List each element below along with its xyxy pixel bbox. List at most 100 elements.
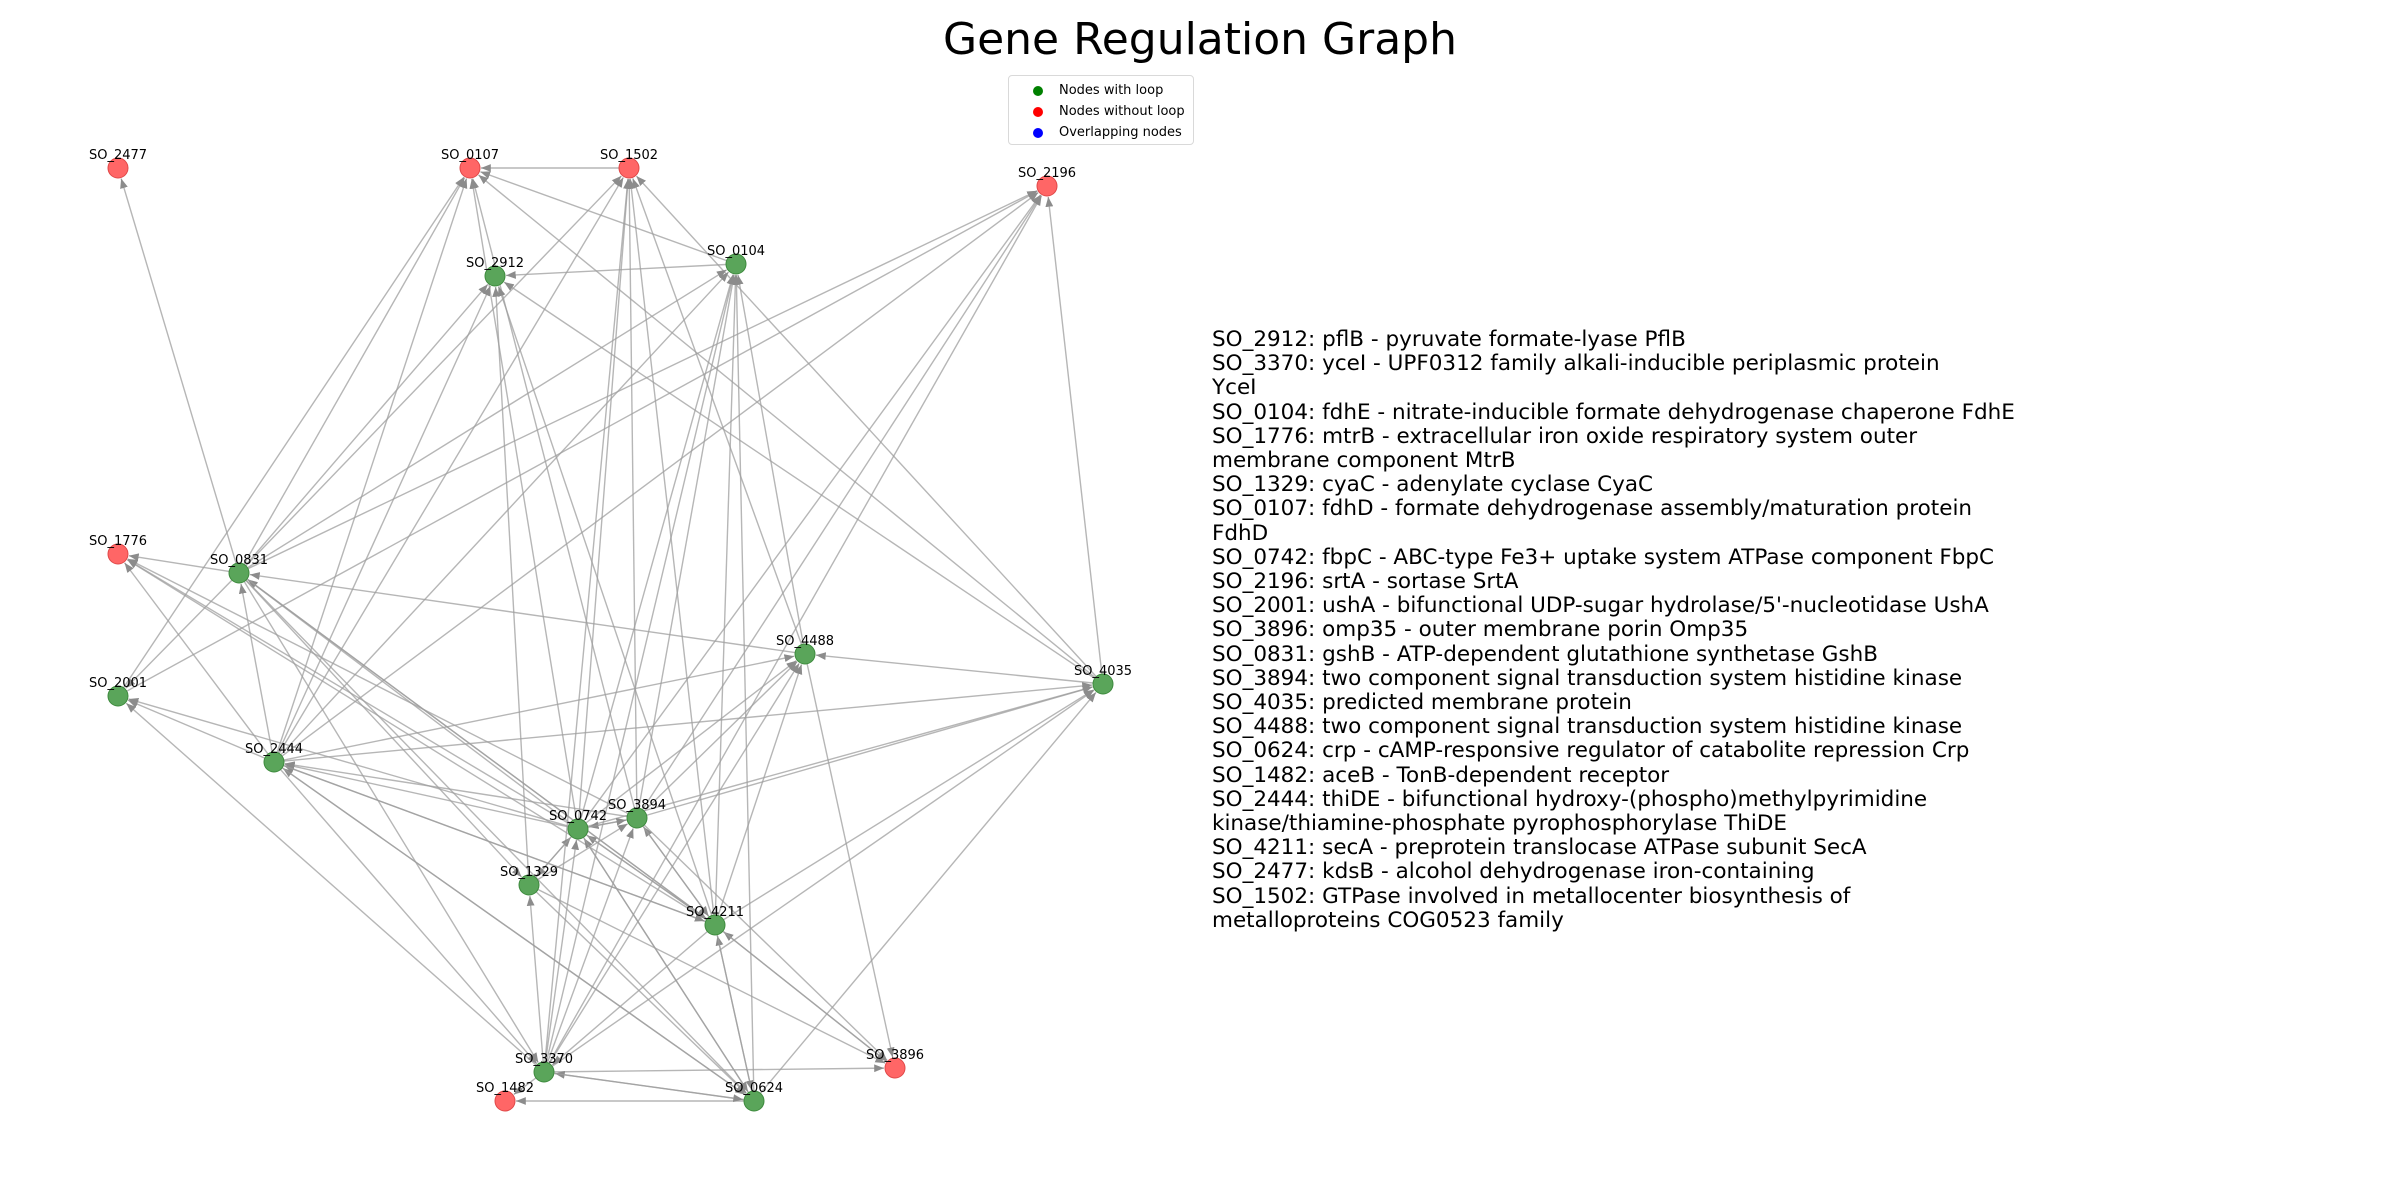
edge-SO_4211-to-SO_4035 xyxy=(723,689,1095,921)
node-SO_2196[interactable] xyxy=(1036,175,1058,197)
node-SO_3896[interactable] xyxy=(884,1057,906,1079)
edge-SO_3370-to-SO_1329 xyxy=(526,895,544,1063)
edge-SO_3894-to-SO_1502 xyxy=(625,178,638,809)
edge-SO_4488-to-SO_0104 xyxy=(735,274,804,645)
edge-SO_2444-to-SO_4035 xyxy=(283,682,1093,762)
edge-SO_3370-to-SO_2001 xyxy=(125,702,537,1066)
edge-SO_3370-to-SO_3896 xyxy=(553,1064,885,1073)
edge-SO_0742-to-SO_2001 xyxy=(128,698,569,827)
edge-SO_3894-to-SO_0104 xyxy=(638,274,737,809)
node-label-SO_2912: SO_2912 xyxy=(466,256,524,271)
node-SO_1482[interactable] xyxy=(494,1090,516,1112)
edge-SO_0831-to-SO_1776 xyxy=(128,553,230,573)
node-SO_4035[interactable] xyxy=(1092,673,1114,695)
edge-SO_4211-to-SO_3896 xyxy=(722,930,887,1062)
edge-SO_2001-to-SO_2196 xyxy=(126,190,1038,692)
blue-dot-icon xyxy=(1033,127,1043,138)
node-SO_4211[interactable] xyxy=(704,914,726,936)
edge-SO_3894-to-SO_2444 xyxy=(284,761,628,818)
node-SO_2477[interactable] xyxy=(107,157,129,179)
annotation-line: SO_0107: fdhD - formate dehydrogenase as… xyxy=(1212,496,1973,546)
edge-SO_0742-to-SO_1502 xyxy=(578,178,632,820)
legend-item-overlap: Overlapping nodes xyxy=(1019,122,1193,143)
label-layer: SO_2477 SO_0107 SO_1502 SO_2196 SO_2912 SO_01… xyxy=(89,148,1132,1096)
annotation-line: membrane component MtrB xyxy=(1212,448,1516,474)
node-SO_0104[interactable] xyxy=(725,253,747,275)
node-SO_0742[interactable] xyxy=(567,818,589,840)
edge-SO_3370-to-SO_0624 xyxy=(553,1072,744,1103)
edge-SO_0831-to-SO_3370 xyxy=(243,581,539,1063)
node-label-SO_3896: SO_3896 xyxy=(866,1048,924,1063)
annotation-line: SO_0742: fbpC - ABC-type Fe3+ uptake sys… xyxy=(1212,544,1995,570)
node-label-SO_1482: SO_1482 xyxy=(476,1081,534,1096)
edge-SO_0831-to-SO_0624 xyxy=(245,579,747,1094)
edge-SO_4211-to-SO_1776 xyxy=(126,559,707,921)
annotation-line: SO_1776: mtrB - extracellular iron oxide… xyxy=(1212,423,1918,449)
annotation-line: SO_4035: predicted membrane protein xyxy=(1212,690,1632,716)
edge-SO_4035-to-SO_4488 xyxy=(815,652,1094,684)
node-SO_2444[interactable] xyxy=(263,751,285,773)
node-SO_1329[interactable] xyxy=(518,874,540,896)
node-SO_3370[interactable] xyxy=(533,1061,555,1083)
node-SO_2001[interactable] xyxy=(107,685,129,707)
edge-SO_1329-to-SO_0624 xyxy=(535,891,747,1094)
edge-SO_0742-to-SO_4211 xyxy=(585,834,707,920)
edge-SO_2444-to-SO_2001 xyxy=(127,699,266,759)
edge-SO_2444-to-SO_0107 xyxy=(276,178,468,753)
edge-SO_2001-to-SO_0107 xyxy=(122,176,465,689)
node-label-SO_3894: SO_3894 xyxy=(608,798,666,813)
edge-SO_4035-to-SO_0107 xyxy=(478,174,1096,679)
edge-SO_3370-to-SO_3894 xyxy=(546,828,634,1063)
annotation-line: metalloproteins COG0523 family xyxy=(1212,907,1564,933)
edge-SO_0831-to-SO_4211 xyxy=(246,578,707,920)
edge-SO_0742-to-SO_4035 xyxy=(587,685,1093,828)
node-SO_1502[interactable] xyxy=(618,157,640,179)
edge-SO_4211-to-SO_3370 xyxy=(551,930,708,1066)
node-label-SO_0104: SO_0104 xyxy=(707,244,765,259)
edge-SO_0831-to-SO_2001 xyxy=(125,579,233,689)
legend-label: Nodes with loop xyxy=(1059,83,1164,98)
legend-label: Overlapping nodes xyxy=(1059,125,1182,140)
node-SO_1776[interactable] xyxy=(107,543,129,565)
node-label-SO_2001: SO_2001 xyxy=(89,676,147,691)
edge-SO_0831-to-SO_0104 xyxy=(247,269,728,569)
edge-SO_0742-to-SO_3894 xyxy=(587,817,627,828)
edge-SO_3370-to-SO_4035 xyxy=(551,689,1095,1067)
node-label-SO_1329: SO_1329 xyxy=(500,865,558,880)
annotation-line: YceI xyxy=(1212,375,1257,401)
node-SO_4488[interactable] xyxy=(794,643,816,665)
node-label-SO_2477: SO_2477 xyxy=(89,148,147,163)
annotation-line: SO_4488: two component signal transducti… xyxy=(1212,714,1963,740)
annotation-line: kinase/thiamine-phosphate pyrophosphoryl… xyxy=(1212,811,1787,837)
node-label-SO_0742: SO_0742 xyxy=(549,809,607,824)
edge-SO_2444-to-SO_0831 xyxy=(238,583,273,753)
edge-SO_4488-to-SO_3896 xyxy=(806,663,895,1058)
edge-SO_4211-to-SO_0104 xyxy=(714,274,740,916)
gene-annotation-list: SO_2912: pflB - pyruvate formate-lyase P… xyxy=(1212,327,2032,933)
legend-item-loop: Nodes with loop xyxy=(1019,80,1193,101)
node-label-SO_2444: SO_2444 xyxy=(245,742,303,757)
annotation-line: SO_4211: secA - preprotein translocase A… xyxy=(1212,835,1867,861)
edge-SO_0104-to-SO_2912 xyxy=(505,263,727,279)
edge-SO_3894-to-SO_4211 xyxy=(642,825,710,917)
graph-title: Gene Regulation Graph xyxy=(942,14,1457,65)
node-SO_0831[interactable] xyxy=(228,562,250,584)
edge-SO_0742-to-SO_1329 xyxy=(535,836,572,878)
node-label-SO_4035: SO_4035 xyxy=(1074,664,1132,679)
node-SO_0107[interactable] xyxy=(459,157,481,179)
node-SO_2912[interactable] xyxy=(484,265,506,287)
edge-SO_3370-to-SO_2196 xyxy=(548,195,1043,1064)
edge-SO_4035-to-SO_2196 xyxy=(1045,196,1103,675)
edge-SO_0624-to-SO_0104 xyxy=(732,274,755,1092)
edge-SO_3370-to-SO_0104 xyxy=(545,274,736,1063)
edge-SO_2444-to-SO_3370 xyxy=(280,769,538,1065)
edge-SO_2444-to-SO_1502 xyxy=(278,177,624,754)
edge-SO_0742-to-SO_0107 xyxy=(469,178,578,820)
node-label-SO_1502: SO_1502 xyxy=(600,148,658,163)
annotation-line: SO_2477: kdsB - alcohol dehydrogenase ir… xyxy=(1212,859,1815,885)
edge-SO_2444-to-SO_4488 xyxy=(283,654,795,761)
annotation-line: SO_2196: srtA - sortase SrtA xyxy=(1212,569,1519,595)
node-SO_0624[interactable] xyxy=(743,1090,765,1112)
node-SO_3894[interactable] xyxy=(626,807,648,829)
edge-SO_0742-to-SO_0104 xyxy=(580,274,735,820)
